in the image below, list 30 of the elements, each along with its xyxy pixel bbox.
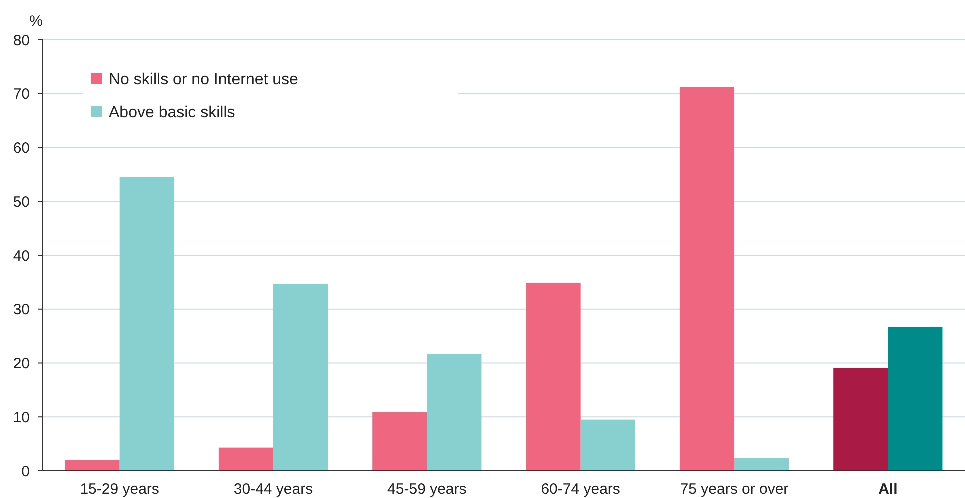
bar (580, 420, 636, 471)
bar (526, 282, 581, 471)
bar (65, 460, 120, 471)
bar (680, 87, 734, 471)
y-tick-label: 20 (13, 356, 30, 372)
bar (734, 458, 790, 471)
x-tick-label: 45-59 years (388, 481, 467, 498)
x-tick-label: 60-74 years (541, 481, 620, 498)
x-tick-label: 30-44 years (234, 481, 314, 498)
bar (274, 284, 328, 471)
bar (834, 368, 888, 471)
bar (888, 327, 943, 471)
y-tick-label: 80 (13, 32, 30, 50)
bar (372, 412, 428, 471)
y-tick-label: 50 (13, 194, 30, 211)
bar (218, 448, 274, 471)
y-tick-label: 60 (13, 140, 30, 157)
y-tick-label: 70 (13, 86, 30, 104)
x-tick-label: 75 years or over (680, 481, 789, 498)
legend-label: No skills or no Internet use (109, 72, 299, 89)
y-tick-label: 0 (22, 463, 30, 480)
legend-label: Above basic skills (109, 104, 236, 122)
y-tick-label: 10 (13, 409, 30, 426)
x-tick-label: All (878, 481, 898, 498)
x-tick-label: 15-29 years (80, 481, 160, 498)
y-axis-title: % (30, 13, 43, 30)
bar (427, 354, 482, 471)
y-tick-label: 40 (13, 248, 30, 265)
bar (120, 177, 174, 471)
y-tick-label: 30 (13, 302, 30, 319)
